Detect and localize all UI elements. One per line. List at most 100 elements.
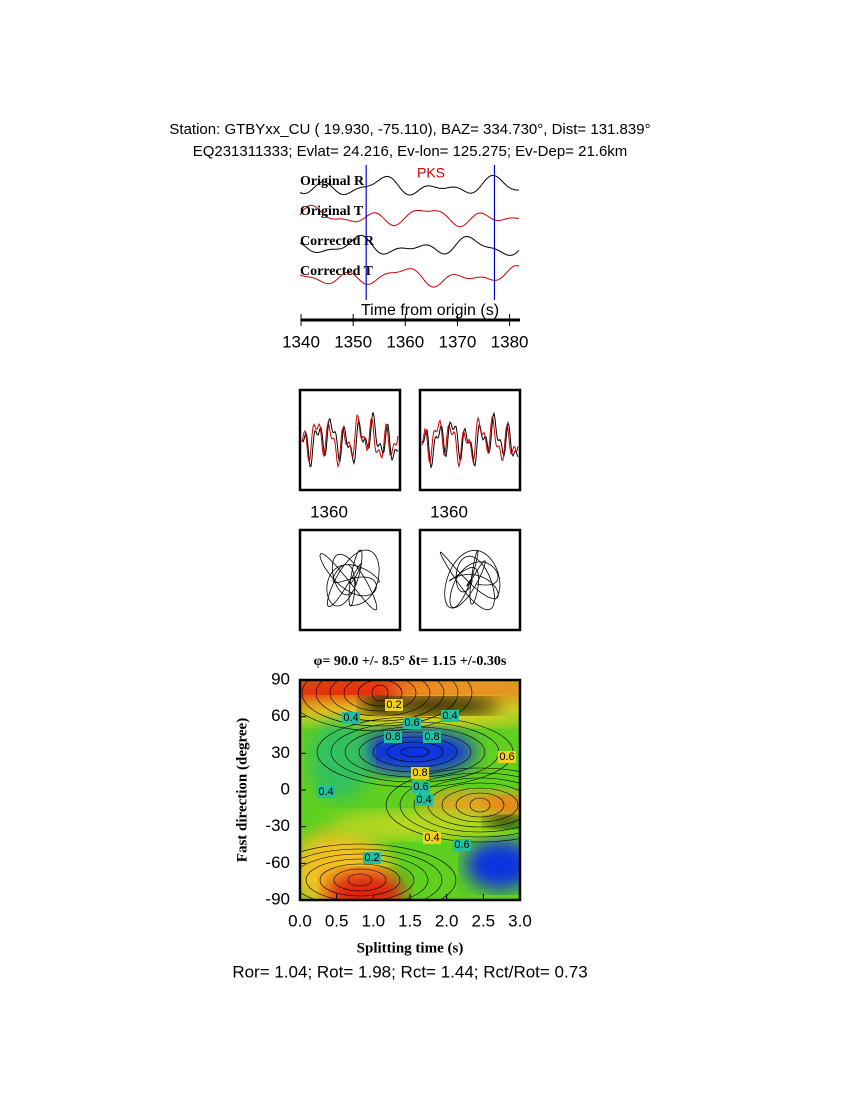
- contour-label-box: [498, 751, 516, 763]
- contour-label-box: [342, 712, 360, 724]
- contour-line: [441, 787, 519, 823]
- field-blob: [485, 797, 520, 813]
- contour-label: 0.6: [454, 839, 469, 851]
- trace-2: [299, 234, 520, 256]
- contour-line: [413, 777, 520, 833]
- contour-label-box: [385, 699, 403, 711]
- y-tick-label: 60: [271, 706, 290, 725]
- y-tick-label: 30: [271, 743, 290, 762]
- x-tick-label: 3.0: [508, 911, 532, 930]
- contour-line: [329, 680, 431, 717]
- y-tick-label: -60: [265, 853, 290, 872]
- y-tick-label: 90: [271, 669, 290, 688]
- x-tick-label: 0.0: [288, 911, 312, 930]
- contour-label: 0.4: [442, 710, 457, 722]
- x-tick-label: 1370: [439, 332, 477, 351]
- trace-label: Original T: [300, 204, 364, 219]
- contour-label: 0.6: [413, 781, 428, 793]
- trace-1: [299, 204, 520, 228]
- y-axis-label: Fast direction (degree): [234, 718, 250, 862]
- contour-label: 0.2: [386, 699, 401, 711]
- contour-label: 0.8: [412, 767, 427, 779]
- contour-label: 0.4: [343, 712, 358, 724]
- contour-line: [319, 863, 401, 897]
- footer: Ror= 1.04; Rot= 1.98; Rct= 1.44; Rct/Rot…: [232, 962, 587, 981]
- contour-label: 0.4: [318, 786, 333, 798]
- trace-3: [299, 265, 520, 288]
- contour-field: 0.20.40.60.40.80.80.80.60.40.40.60.20.60…: [300, 680, 520, 900]
- field-blob: [330, 811, 510, 839]
- x-axis-label: Time from origin (s): [361, 302, 499, 319]
- contour-line: [300, 680, 473, 732]
- contour-line: [333, 868, 387, 892]
- contour-line: [399, 772, 520, 838]
- y-tick-label: -30: [265, 816, 290, 835]
- x-tick-label: 1.0: [362, 911, 386, 930]
- x-axis-label: Splitting time (s): [357, 940, 464, 956]
- contour-line: [343, 680, 417, 712]
- window-tick-label: 1360: [430, 502, 468, 521]
- x-tick-label: 2.0: [435, 911, 459, 930]
- contour-label-box: [411, 767, 429, 779]
- header-line: Station: GTBYxx_CU ( 19.930, -75.110), B…: [169, 121, 650, 138]
- contour-label-box: [453, 839, 471, 851]
- contour-line: [301, 680, 459, 727]
- contour-label: 0.6: [404, 717, 419, 729]
- field-blob: [380, 698, 500, 714]
- contour-label: 0.6: [499, 751, 514, 763]
- particle-box: [298, 528, 402, 632]
- x-tick-label: 1340: [282, 332, 320, 351]
- trace-label: Original R: [300, 174, 365, 189]
- contour-label-box: [412, 781, 430, 793]
- contour-label-box: [415, 794, 433, 806]
- contour-line: [385, 767, 520, 843]
- contour-line: [300, 853, 429, 900]
- y-tick-label: 0: [281, 779, 290, 798]
- trace-label: Corrected R: [300, 234, 375, 249]
- seismogram-box: [298, 388, 402, 492]
- contour-line: [371, 684, 389, 702]
- contour-label: 0.2: [364, 852, 379, 864]
- trace-label: Corrected T: [300, 264, 374, 279]
- x-tick-label: 1380: [491, 332, 529, 351]
- particle-box: [418, 528, 522, 632]
- contour-label-box: [403, 717, 421, 729]
- y-tick-label: -90: [265, 889, 290, 908]
- seismogram-box: [418, 388, 522, 492]
- field-blob: [465, 840, 520, 890]
- contour-line: [357, 680, 403, 707]
- contour-label-box: [441, 710, 459, 722]
- x-tick-label: 0.5: [325, 911, 349, 930]
- contour-label-box: [317, 786, 335, 798]
- contour-label: 0.4: [416, 794, 431, 806]
- particle-motion: [319, 549, 380, 611]
- contour-label: 0.8: [385, 731, 400, 743]
- contour-line: [386, 741, 444, 763]
- contour-title: φ= 90.0 +/- 8.5° δt= 1.15 +/-0.30s: [314, 654, 507, 669]
- contour-line: [347, 873, 373, 887]
- window-trace: [421, 416, 519, 467]
- contour-line: [315, 680, 445, 722]
- x-tick-label: 1360: [386, 332, 424, 351]
- contour-line: [469, 797, 491, 813]
- x-tick-label: 1.5: [398, 911, 422, 930]
- header-line: EQ231311333; Evlat= 24.216, Ev-lon= 125.…: [193, 143, 628, 160]
- contour-label-box: [384, 731, 402, 743]
- contour-label-box: [423, 832, 441, 844]
- window-trace: [301, 412, 399, 468]
- x-tick-label: 1350: [334, 332, 372, 351]
- contour-line: [455, 792, 505, 818]
- contour-line: [300, 848, 443, 900]
- contour-line: [305, 858, 415, 900]
- field-blob: [485, 816, 520, 828]
- contour-label-box: [423, 731, 441, 743]
- window-tick-label: 1360: [310, 502, 348, 521]
- contour-label-box: [363, 852, 381, 864]
- trace-0: [299, 174, 520, 196]
- contour-line: [400, 746, 430, 758]
- window-trace: [301, 414, 399, 469]
- x-tick-label: 2.5: [472, 911, 496, 930]
- contour-label: 0.8: [424, 731, 439, 743]
- contour-line: [300, 843, 457, 900]
